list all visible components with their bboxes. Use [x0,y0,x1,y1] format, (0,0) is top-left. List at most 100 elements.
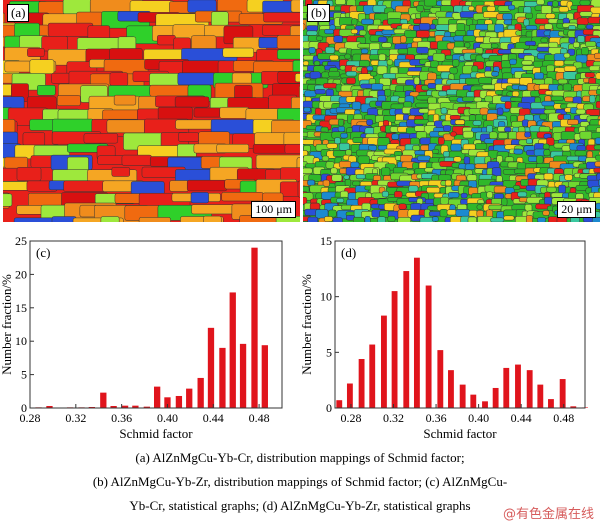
grain [577,35,585,43]
grain [381,190,389,198]
grain [337,119,344,127]
grain [314,89,326,95]
grain [51,216,77,222]
grain [307,179,316,186]
grain [403,101,413,108]
grain [418,108,430,114]
bar [437,350,444,408]
bar [121,405,129,408]
grain [491,71,499,77]
grain [524,131,531,138]
grain [443,151,451,158]
grain [380,167,391,176]
bar [336,400,343,408]
grain [339,142,350,151]
grain [455,209,470,217]
bar [261,345,268,408]
grain [414,119,429,125]
grain [325,46,335,54]
grain [587,16,600,24]
grain [321,71,330,79]
grain [190,192,209,204]
y-tick-label: 10 [320,290,332,304]
grain [454,119,466,125]
grain [524,40,536,46]
grain [414,125,426,132]
grain [351,18,358,26]
grain [186,179,228,192]
grain [497,132,508,139]
grain [290,0,300,13]
histogram-c: 0.28 0.32 0.36 0.40 0.44 0.48 0 5 10 15 20 25 Schmid… [0,234,283,441]
grain [541,100,555,107]
grain [322,179,330,187]
grain [255,154,300,169]
grain [536,0,545,5]
grain [16,205,45,215]
grain [109,72,129,86]
grain [589,94,596,104]
grain [398,203,407,210]
grain [306,25,319,32]
y-tick-label: 10 [15,334,27,348]
scale-bar-b: 20 μm [557,201,596,218]
grain [350,161,360,168]
grain [397,217,411,222]
grain [379,210,390,218]
grain [464,42,471,49]
grain [572,41,580,48]
grain [591,217,600,222]
grain-map-a [3,0,300,222]
bar [251,247,258,408]
grain [211,11,229,27]
grain [416,4,424,12]
grain [558,184,566,194]
grain [307,216,319,222]
grain [394,191,403,198]
grain [384,88,392,97]
grain [423,0,437,7]
grain [564,96,574,102]
bar [369,344,376,408]
grain [157,106,193,120]
grain [564,174,573,181]
grain [361,18,374,25]
histogram-d: 0.28 0.32 0.36 0.40 0.44 0.48 0 5 10 15 Schmid fac… [300,234,588,441]
grain [386,59,394,66]
grain [29,119,56,131]
grain [340,132,348,139]
grain [563,52,571,59]
grain [474,143,488,150]
grain [509,96,523,102]
grain [523,18,530,27]
grain [452,59,460,67]
grain [276,35,300,49]
grain [596,42,600,48]
grain [303,167,313,174]
bar [403,271,410,408]
grain [560,131,576,140]
grain [486,5,496,12]
grain [460,192,468,199]
grain [334,137,341,145]
grain [258,37,279,49]
grain [446,209,457,216]
grain [343,174,350,180]
bar [132,405,139,408]
grain [121,154,152,166]
grain [504,126,512,133]
grain [525,215,533,222]
bar [492,387,499,408]
grain [574,150,587,157]
grain [512,90,520,97]
grain [222,47,254,58]
grain [324,29,334,35]
grain [438,90,448,97]
grain [306,30,318,36]
grain [216,143,250,153]
grain [595,101,600,109]
grain [550,95,564,102]
grain [456,22,466,32]
grain [594,161,600,167]
grain [377,216,386,222]
